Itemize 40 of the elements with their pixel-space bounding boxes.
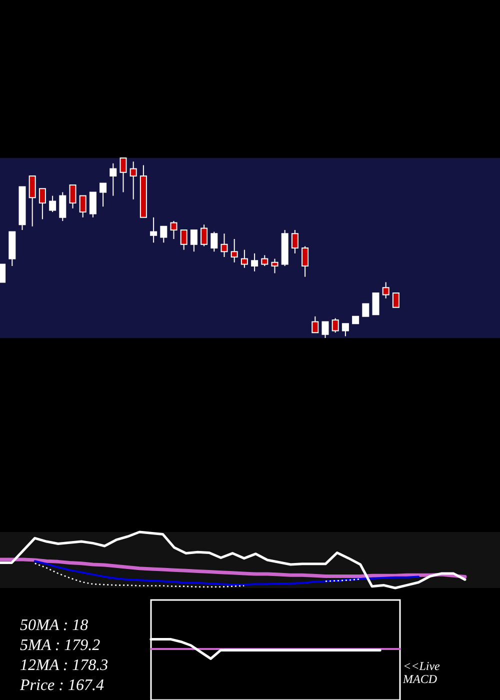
candlestick — [200, 224, 208, 247]
candlestick — [79, 195, 86, 218]
candlestick — [89, 192, 96, 218]
candlestick — [150, 216, 158, 244]
candlestick — [49, 195, 56, 212]
text: Price : 167.4 — [19, 677, 104, 694]
candlestick — [322, 321, 329, 338]
candlestick — [170, 220, 178, 240]
candlestick — [240, 249, 248, 268]
candlestick — [110, 162, 117, 196]
candlestick — [120, 158, 127, 193]
candlestick — [28, 176, 36, 227]
candlestick — [180, 230, 188, 250]
candlestick — [342, 323, 349, 337]
candlestick — [382, 282, 390, 299]
candlestick — [59, 192, 66, 222]
candlestick — [100, 182, 107, 208]
candlestick — [190, 230, 198, 252]
candlestick — [372, 292, 380, 316]
candlestick — [220, 233, 228, 258]
candlestick — [271, 258, 278, 274]
candlestick — [261, 254, 268, 266]
candlestick — [69, 184, 76, 209]
candlestick — [362, 303, 370, 317]
candlestick — [0, 264, 6, 283]
text: 50MA : 18 — [20, 617, 88, 634]
candlestick — [160, 226, 168, 244]
candlestick — [291, 230, 298, 254]
candlestick — [251, 252, 258, 272]
candlestick — [392, 292, 400, 308]
candlestick — [38, 188, 46, 220]
text: <<Live MACD — [402, 659, 441, 686]
candlestick — [210, 231, 218, 252]
candlestick — [312, 316, 319, 334]
candlestick — [332, 318, 339, 334]
text: 12MA : 178.3 — [20, 657, 108, 674]
text: 5MA : 179.2 — [20, 637, 100, 654]
candlestick — [302, 246, 309, 278]
candlestick — [130, 161, 137, 200]
candlestick — [230, 238, 238, 263]
